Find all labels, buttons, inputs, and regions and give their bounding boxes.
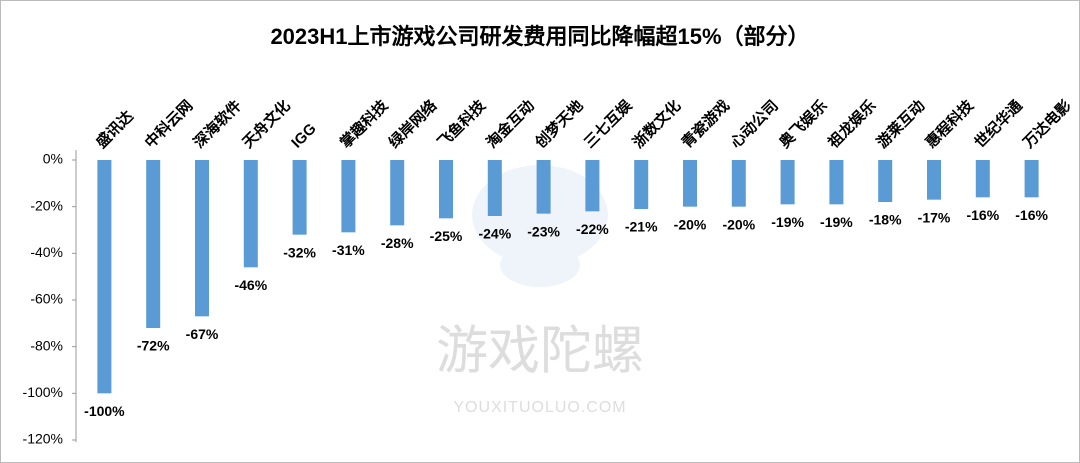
bar — [927, 160, 941, 200]
bar — [634, 160, 649, 209]
data-label: -21% — [625, 219, 658, 235]
bar — [975, 160, 990, 198]
data-label: -16% — [1015, 207, 1048, 223]
data-label: -100% — [84, 403, 125, 419]
bar — [292, 160, 307, 235]
bar — [536, 160, 551, 214]
bar — [97, 160, 112, 394]
y-tick-label: -40% — [30, 244, 63, 260]
y-tick-label: -60% — [30, 291, 63, 307]
data-label: -25% — [430, 228, 463, 244]
data-label: -46% — [234, 277, 267, 293]
data-label: -28% — [381, 235, 414, 251]
data-label: -20% — [722, 216, 755, 232]
y-tick-label: -120% — [23, 431, 63, 447]
data-label: -20% — [674, 216, 707, 232]
watermark-title: 游戏陀螺 — [436, 323, 644, 381]
bar — [1024, 160, 1039, 198]
chart-title: 2023H1上市游戏公司研发费用同比降幅超15%（部分） — [270, 24, 809, 49]
bar — [341, 160, 356, 233]
data-label: -31% — [332, 242, 365, 258]
data-label: -18% — [869, 212, 902, 228]
data-label: -19% — [771, 214, 804, 230]
data-label: -16% — [966, 207, 999, 223]
watermark — [472, 165, 608, 287]
watermark-logo — [472, 165, 608, 265]
bar — [487, 160, 502, 216]
data-label: -24% — [478, 226, 511, 242]
bar — [878, 160, 893, 202]
bar — [731, 160, 746, 207]
y-tick-label: -20% — [30, 197, 63, 213]
data-label: -67% — [186, 326, 219, 342]
bar — [146, 160, 161, 328]
bar — [439, 160, 453, 219]
y-tick-label: -80% — [30, 337, 63, 353]
bar — [780, 160, 795, 205]
watermark-url: YOUXITUOLUO.COM — [453, 399, 626, 416]
bar — [829, 160, 844, 205]
data-label: -19% — [820, 214, 853, 230]
bar — [390, 160, 405, 226]
bar — [585, 160, 600, 212]
watermark-logo — [500, 243, 580, 287]
bar — [683, 160, 697, 207]
data-label: -17% — [918, 209, 951, 225]
bar — [195, 160, 209, 317]
y-tick-label: 0% — [43, 151, 63, 167]
bar — [243, 160, 258, 268]
data-label: -32% — [283, 244, 316, 260]
y-tick-label: -100% — [23, 384, 63, 400]
data-label: -23% — [527, 223, 560, 239]
data-label: -22% — [576, 221, 609, 237]
data-label: -72% — [137, 338, 170, 354]
